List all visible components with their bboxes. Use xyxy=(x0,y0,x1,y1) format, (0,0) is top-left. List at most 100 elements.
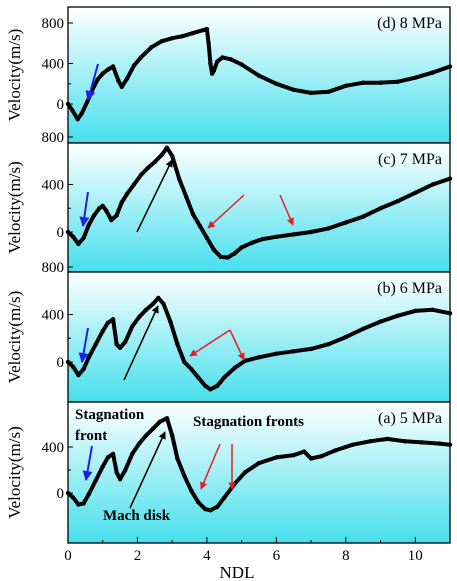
panel-d: 0 400 800 (d) 8 MPa Velocity(m/s) xyxy=(5,6,453,144)
data-point xyxy=(208,508,213,513)
data-point xyxy=(137,441,142,446)
data-point xyxy=(86,355,92,360)
data-point xyxy=(138,172,144,178)
panel-label: (c) 7 MPa xyxy=(378,151,442,168)
data-point xyxy=(149,45,154,50)
data-point xyxy=(164,145,170,150)
black-arrow-panel-c xyxy=(136,159,173,233)
data-point xyxy=(201,27,206,33)
data-point xyxy=(182,359,187,365)
data-point xyxy=(256,460,262,466)
data-point xyxy=(100,71,105,76)
y-tick-label: 800 xyxy=(42,130,65,146)
data-point xyxy=(159,39,164,44)
data-point xyxy=(150,426,156,431)
data-point xyxy=(180,34,185,39)
data-point xyxy=(170,153,175,159)
data-point xyxy=(81,235,86,241)
panel-label: (a) 5 MPa xyxy=(378,410,442,427)
x-axis: 0 2 4 6 8 10 xyxy=(64,537,451,564)
data-point xyxy=(343,220,348,225)
data-point xyxy=(326,89,331,95)
data-point xyxy=(413,190,418,195)
data-point xyxy=(437,441,442,446)
y-tick-label: 400 xyxy=(42,308,65,324)
data-point xyxy=(291,232,296,237)
y-tick-label: 400 xyxy=(42,57,65,73)
data-point xyxy=(274,234,279,239)
data-point xyxy=(430,307,435,312)
stagnation-front-label-line1: Stagnation xyxy=(75,407,145,423)
data-point xyxy=(196,375,201,380)
data-point xyxy=(291,349,296,354)
y-tick-label: 400 xyxy=(42,178,65,194)
data-point xyxy=(143,307,149,312)
red-arrow-panel-c-1 xyxy=(207,194,245,229)
black-arrow-panel-a xyxy=(129,431,166,509)
data-point xyxy=(239,62,244,67)
data-point xyxy=(326,226,331,231)
data-point xyxy=(274,351,279,356)
data-point xyxy=(156,295,161,301)
panel-a: 0 400 (a) 5 MPa Velocity(m/s) xyxy=(5,401,453,544)
data-point xyxy=(123,339,128,344)
data-point xyxy=(291,87,296,93)
data-point xyxy=(183,194,189,199)
panel-frame xyxy=(67,401,451,544)
y-tick-label: 800 xyxy=(42,16,65,32)
data-point xyxy=(130,451,135,457)
data-point xyxy=(71,495,76,500)
data-point xyxy=(350,442,355,447)
data-point xyxy=(229,57,234,62)
data-point xyxy=(176,176,182,181)
data-point xyxy=(75,117,80,122)
data-point xyxy=(175,342,180,347)
panel-b: 0 400 800 (b) 6 MPa Velocity(m/s) xyxy=(5,260,453,403)
data-point xyxy=(333,448,338,453)
data-point xyxy=(137,314,142,320)
blue-arrow-panel-a xyxy=(82,445,93,481)
data-point xyxy=(95,77,100,82)
data-point xyxy=(170,36,175,41)
data-point xyxy=(117,477,123,482)
data-point xyxy=(159,152,164,157)
data-point xyxy=(143,433,149,438)
data-point xyxy=(182,473,187,478)
y-tick-label: 800 xyxy=(42,260,65,276)
data-point xyxy=(189,366,194,372)
data-point xyxy=(71,364,76,369)
x-tick-label: 10 xyxy=(408,548,423,564)
data-point xyxy=(215,383,220,388)
data-point xyxy=(114,342,119,347)
data-point xyxy=(110,317,116,322)
data-point xyxy=(116,78,121,83)
data-point xyxy=(232,481,237,486)
data-point xyxy=(395,198,401,204)
data-point xyxy=(124,191,130,197)
data-point xyxy=(91,213,97,218)
stagnation-front-label-line2: front xyxy=(75,428,107,444)
data-point xyxy=(100,203,105,209)
panel-label: (b) 6 MPa xyxy=(377,280,442,297)
data-point xyxy=(117,345,123,350)
data-point xyxy=(211,247,217,252)
data-point xyxy=(138,55,144,60)
data-point xyxy=(86,491,92,497)
data-point xyxy=(81,366,86,372)
data-point xyxy=(93,478,99,483)
data-point xyxy=(109,217,114,223)
data-point xyxy=(100,328,105,334)
data-point xyxy=(395,79,401,84)
data-point xyxy=(232,365,237,371)
data-point xyxy=(93,342,99,347)
data-point xyxy=(189,488,194,493)
data-point xyxy=(308,456,314,461)
data-point xyxy=(218,254,223,260)
red-arrow-panel-c-2 xyxy=(279,194,294,226)
data-point xyxy=(430,70,435,75)
data-point xyxy=(130,324,135,329)
data-point xyxy=(260,236,265,242)
data-point xyxy=(385,436,390,442)
data-point xyxy=(100,464,105,469)
data-point xyxy=(256,73,262,78)
